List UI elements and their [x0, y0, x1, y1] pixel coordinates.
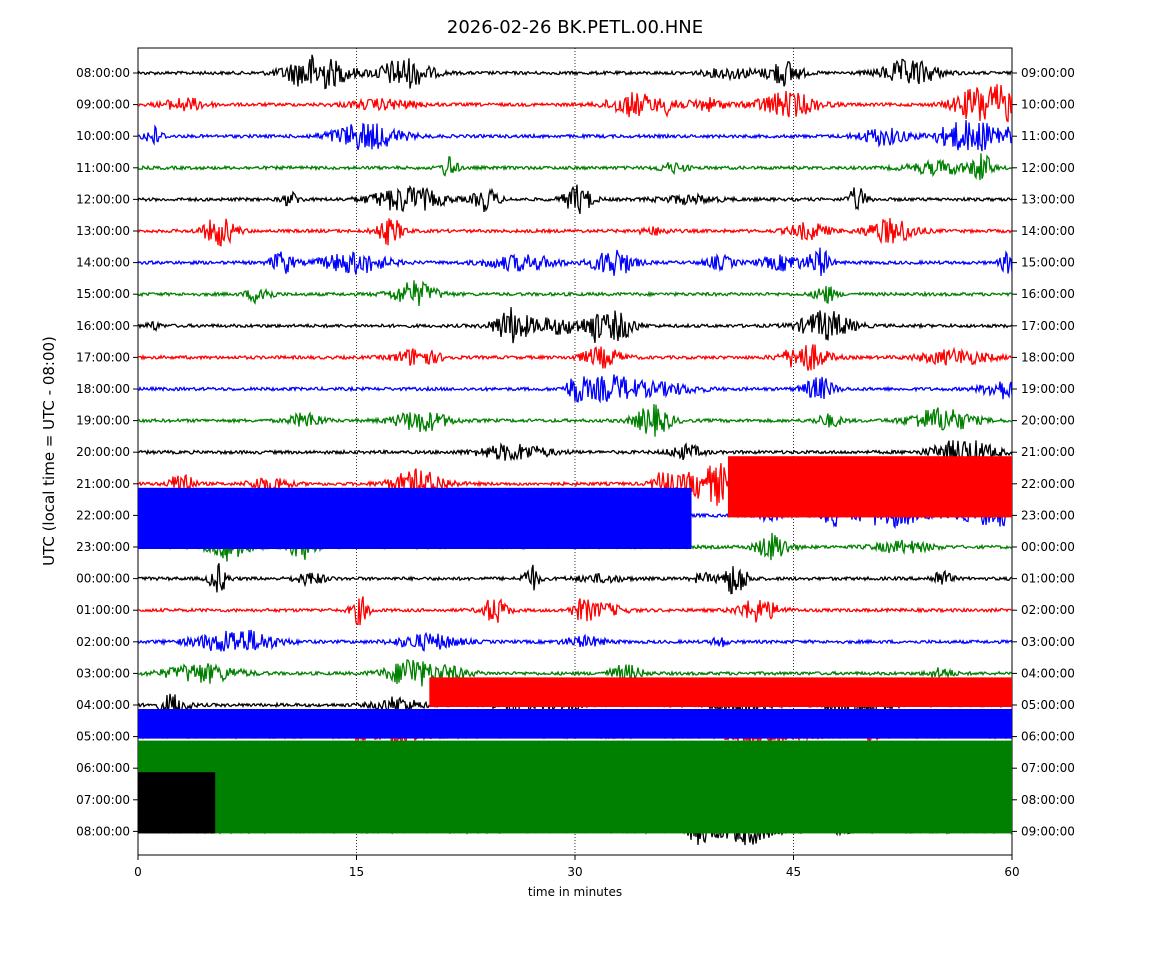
y-tick-label-left: 08:00:00 [76, 66, 130, 80]
trace-line [138, 184, 1012, 214]
y-tick-label-right: 05:00:00 [1021, 698, 1075, 712]
x-tick-label: 30 [567, 865, 582, 879]
trace-line [138, 344, 1012, 371]
y-tick-label-left: 05:00:00 [76, 730, 130, 744]
trace-line [138, 440, 1012, 466]
saturated-block [138, 772, 216, 834]
x-axis-label: time in minutes [528, 885, 622, 899]
x-tick-label: 45 [786, 865, 801, 879]
saturated-block [727, 456, 1012, 518]
y-tick-label-left: 02:00:00 [76, 635, 130, 649]
y-tick-label-left: 23:00:00 [76, 540, 130, 554]
y-tick-label-right: 09:00:00 [1021, 66, 1075, 80]
y-tick-label-right: 19:00:00 [1021, 382, 1075, 396]
y-tick-label-right: 23:00:00 [1021, 508, 1075, 522]
y-tick-label-left: 06:00:00 [76, 761, 130, 775]
y-tick-label-left: 04:00:00 [76, 698, 130, 712]
y-tick-label-right: 03:00:00 [1021, 635, 1075, 649]
y-tick-label-left: 20:00:00 [76, 445, 130, 459]
y-tick-label-left: 17:00:00 [76, 350, 130, 364]
y-tick-label-right: 02:00:00 [1021, 603, 1075, 617]
y-tick-label-left: 19:00:00 [76, 414, 130, 428]
trace-line [138, 374, 1012, 404]
y-tick-label-left: 21:00:00 [76, 477, 130, 491]
y-tick-label-left: 07:00:00 [76, 793, 130, 807]
y-tick-label-right: 07:00:00 [1021, 761, 1075, 775]
y-tick-label-right: 10:00:00 [1021, 98, 1075, 112]
axis-layer: 0 15 30 45 60 08:00:00 09:00:00 10:00:00 11:00:0… [76, 66, 1075, 879]
data-layer [138, 48, 1012, 855]
y-tick-label-right: 13:00:00 [1021, 192, 1075, 206]
y-tick-label-right: 06:00:00 [1021, 730, 1075, 744]
trace-line [138, 120, 1012, 152]
y-tick-label-right: 17:00:00 [1021, 319, 1075, 333]
y-tick-label-right: 20:00:00 [1021, 414, 1075, 428]
y-axis-label: UTC (local time = UTC - 08:00) [40, 336, 58, 566]
x-tick-label: 0 [134, 865, 142, 879]
y-tick-label-right: 14:00:00 [1021, 224, 1075, 238]
y-tick-label-left: 12:00:00 [76, 192, 130, 206]
chart-title: 2026-02-26 BK.PETL.00.HNE [447, 17, 703, 38]
y-tick-label-right: 22:00:00 [1021, 477, 1075, 491]
y-tick-label-left: 09:00:00 [76, 98, 130, 112]
y-tick-label-left: 03:00:00 [76, 666, 130, 680]
y-tick-label-right: 04:00:00 [1021, 666, 1075, 680]
y-tick-label-left: 16:00:00 [76, 319, 130, 333]
y-tick-label-right: 09:00:00 [1021, 824, 1075, 838]
y-tick-label-left: 00:00:00 [76, 572, 130, 586]
trace-line [138, 659, 1012, 687]
trace-line [138, 629, 1012, 652]
y-tick-label-right: 12:00:00 [1021, 161, 1075, 175]
trace-line [138, 280, 1012, 306]
y-tick-label-right: 18:00:00 [1021, 350, 1075, 364]
trace-line [138, 596, 1012, 626]
trace-line [138, 84, 1012, 123]
trace-line [138, 247, 1012, 276]
y-tick-label-left: 08:00:00 [76, 824, 130, 838]
trace-line [138, 218, 1012, 247]
trace-line [138, 404, 1012, 437]
y-tick-label-right: 21:00:00 [1021, 445, 1075, 459]
y-tick-label-left: 14:00:00 [76, 256, 130, 270]
y-tick-label-left: 22:00:00 [76, 508, 130, 522]
y-tick-label-right: 11:00:00 [1021, 129, 1075, 143]
saturated-block [429, 677, 1012, 707]
trace-line [138, 563, 1012, 595]
y-tick-label-left: 10:00:00 [76, 129, 130, 143]
y-tick-label-left: 18:00:00 [76, 382, 130, 396]
y-tick-label-right: 00:00:00 [1021, 540, 1075, 554]
y-tick-label-right: 08:00:00 [1021, 793, 1075, 807]
x-tick-label: 60 [1004, 865, 1019, 879]
saturated-block [138, 709, 1012, 739]
y-tick-label-left: 01:00:00 [76, 603, 130, 617]
y-tick-label-right: 16:00:00 [1021, 287, 1075, 301]
saturated-block [138, 740, 1012, 834]
y-tick-label-left: 11:00:00 [76, 161, 130, 175]
saturated-block [138, 487, 692, 549]
trace-line [138, 54, 1012, 90]
x-tick-label: 15 [349, 865, 364, 879]
y-tick-label-right: 01:00:00 [1021, 572, 1075, 586]
trace-line [138, 153, 1012, 181]
y-tick-label-left: 15:00:00 [76, 287, 130, 301]
y-tick-label-left: 13:00:00 [76, 224, 130, 238]
trace-line [138, 307, 1012, 344]
y-tick-label-right: 15:00:00 [1021, 256, 1075, 270]
